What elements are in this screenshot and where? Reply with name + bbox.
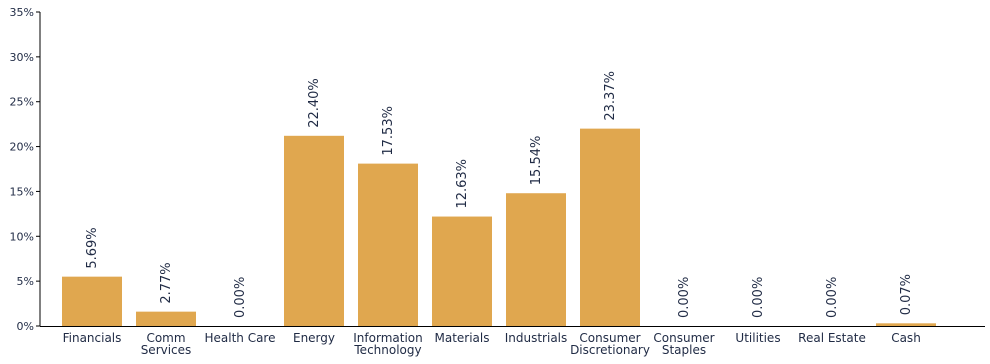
x-tick-label-line: Technology: [353, 343, 421, 357]
x-tick-label-line: Consumer: [579, 331, 640, 345]
data-label: 0.00%: [677, 277, 692, 318]
x-tick-label-line: Real Estate: [798, 331, 866, 345]
data-label: 12.63%: [455, 159, 470, 209]
x-tick-label-line: Energy: [293, 331, 335, 345]
y-tick-label: 0%: [17, 320, 34, 333]
x-tick-label: Health Care: [204, 331, 275, 345]
y-tick-label: 20%: [10, 141, 34, 154]
x-tick-label: Real Estate: [798, 331, 866, 345]
y-tick-label: 5%: [17, 275, 34, 288]
data-label: 0.00%: [825, 277, 840, 318]
y-tick-label: 25%: [10, 96, 34, 109]
bar: [432, 216, 492, 326]
data-labels: 5.69% 2.77% 0.00% 22.40% 17.53% 12.63% 15.54% 2…: [85, 71, 914, 318]
x-tick-label-line: Materials: [434, 331, 489, 345]
x-tick-label-line: Health Care: [204, 331, 275, 345]
y-tick-label: 35%: [10, 6, 34, 19]
y-axis: 0% 5% 10% 15% 20% 25% 30% 35%: [10, 6, 41, 333]
x-tick-label-line: Discretionary: [570, 343, 650, 357]
bar: [876, 323, 936, 326]
x-tick-labels: Financials Comm Services Health Care Energy I…: [63, 331, 921, 357]
y-tick-label: 10%: [10, 230, 34, 243]
data-label: 2.77%: [159, 262, 174, 303]
data-label: 17.53%: [381, 106, 396, 156]
x-tick-label: Cash: [891, 331, 921, 345]
data-label: 0.07%: [899, 274, 914, 315]
bars: [62, 128, 936, 326]
x-tick-label-line: Cash: [891, 331, 921, 345]
data-label: 0.00%: [751, 277, 766, 318]
x-tick-label: Consumer Discretionary: [570, 331, 650, 357]
x-tick-label-line: Consumer: [653, 331, 714, 345]
data-label: 5.69%: [85, 227, 100, 268]
x-tick-label-line: Information: [353, 331, 422, 345]
bar: [62, 276, 122, 326]
x-tick-label: Comm Services: [141, 331, 192, 357]
x-tick-label-line: Financials: [63, 331, 122, 345]
x-tick-label-line: Services: [141, 343, 192, 357]
bar: [136, 311, 196, 326]
data-label: 22.40%: [307, 78, 322, 128]
x-tick-label: Information Technology: [353, 331, 422, 357]
x-tick-label: Utilities: [735, 331, 780, 345]
x-tick-label-line: Staples: [662, 343, 706, 357]
bar: [284, 135, 344, 326]
data-label: 0.00%: [233, 277, 248, 318]
x-tick-label-line: Utilities: [735, 331, 780, 345]
x-tick-label: Energy: [293, 331, 335, 345]
x-tick-label-line: Industrials: [505, 331, 568, 345]
x-tick-label: Consumer Staples: [653, 331, 714, 357]
bar: [580, 128, 640, 326]
x-tick-label: Industrials: [505, 331, 568, 345]
data-label: 15.54%: [529, 136, 544, 186]
x-tick-label: Financials: [63, 331, 122, 345]
x-tick-label: Materials: [434, 331, 489, 345]
x-tick-label-line: Comm: [146, 331, 185, 345]
bar: [358, 163, 418, 326]
y-tick-label: 15%: [10, 185, 34, 198]
bar: [506, 193, 566, 326]
y-tick-label: 30%: [10, 51, 34, 64]
data-label: 23.37%: [603, 71, 618, 121]
